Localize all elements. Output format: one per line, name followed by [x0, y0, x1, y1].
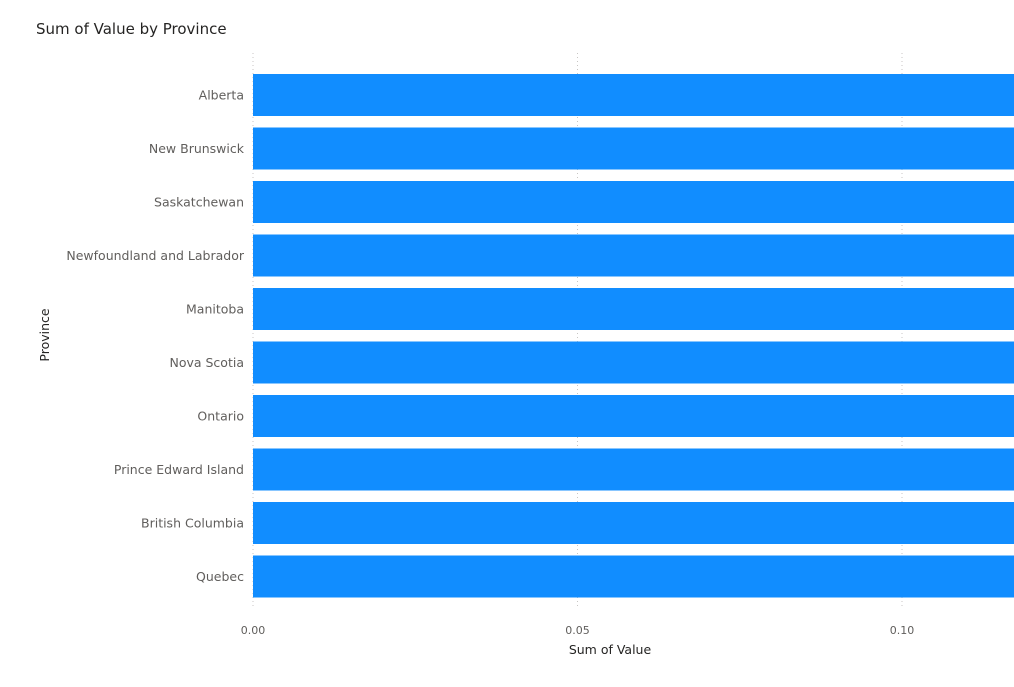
x-tick-label: 0.00 — [241, 624, 266, 637]
category-label: Prince Edward Island — [114, 462, 244, 477]
category-labels: Alberta New Brunswick Saskatchewan Newfound… — [66, 88, 244, 585]
y-axis-title: Province — [37, 308, 52, 361]
category-label: Quebec — [196, 569, 244, 584]
category-label: Nova Scotia — [169, 355, 244, 370]
category-label: Saskatchewan — [154, 195, 244, 210]
bar-british-columbia[interactable] — [253, 502, 1014, 544]
category-label: Newfoundland and Labrador — [66, 248, 244, 263]
bar-alberta[interactable] — [253, 74, 1014, 116]
bar-saskatchewan[interactable] — [253, 181, 1014, 223]
bars — [253, 74, 1014, 598]
x-axis-title: Sum of Value — [569, 642, 652, 657]
bar-manitoba[interactable] — [253, 288, 1014, 330]
category-label: British Columbia — [141, 516, 244, 531]
category-label: Ontario — [197, 409, 244, 424]
bar-new-brunswick[interactable] — [253, 127, 1014, 170]
x-tick-label: 0.10 — [890, 624, 915, 637]
bar-quebec[interactable] — [253, 555, 1014, 598]
bar-prince-edward-island[interactable] — [253, 448, 1014, 491]
bar-ontario[interactable] — [253, 395, 1014, 437]
x-tick-labels: 0.000.050.100.150.20 — [241, 624, 915, 637]
bar-newfoundland-and-labrador[interactable] — [253, 234, 1014, 277]
category-label: Alberta — [199, 88, 244, 103]
chart-title: Sum of Value by Province — [36, 20, 227, 38]
x-tick-label: 0.05 — [565, 624, 590, 637]
category-label: Manitoba — [186, 302, 244, 317]
category-label: New Brunswick — [149, 141, 245, 156]
bar-nova-scotia[interactable] — [253, 341, 1014, 384]
